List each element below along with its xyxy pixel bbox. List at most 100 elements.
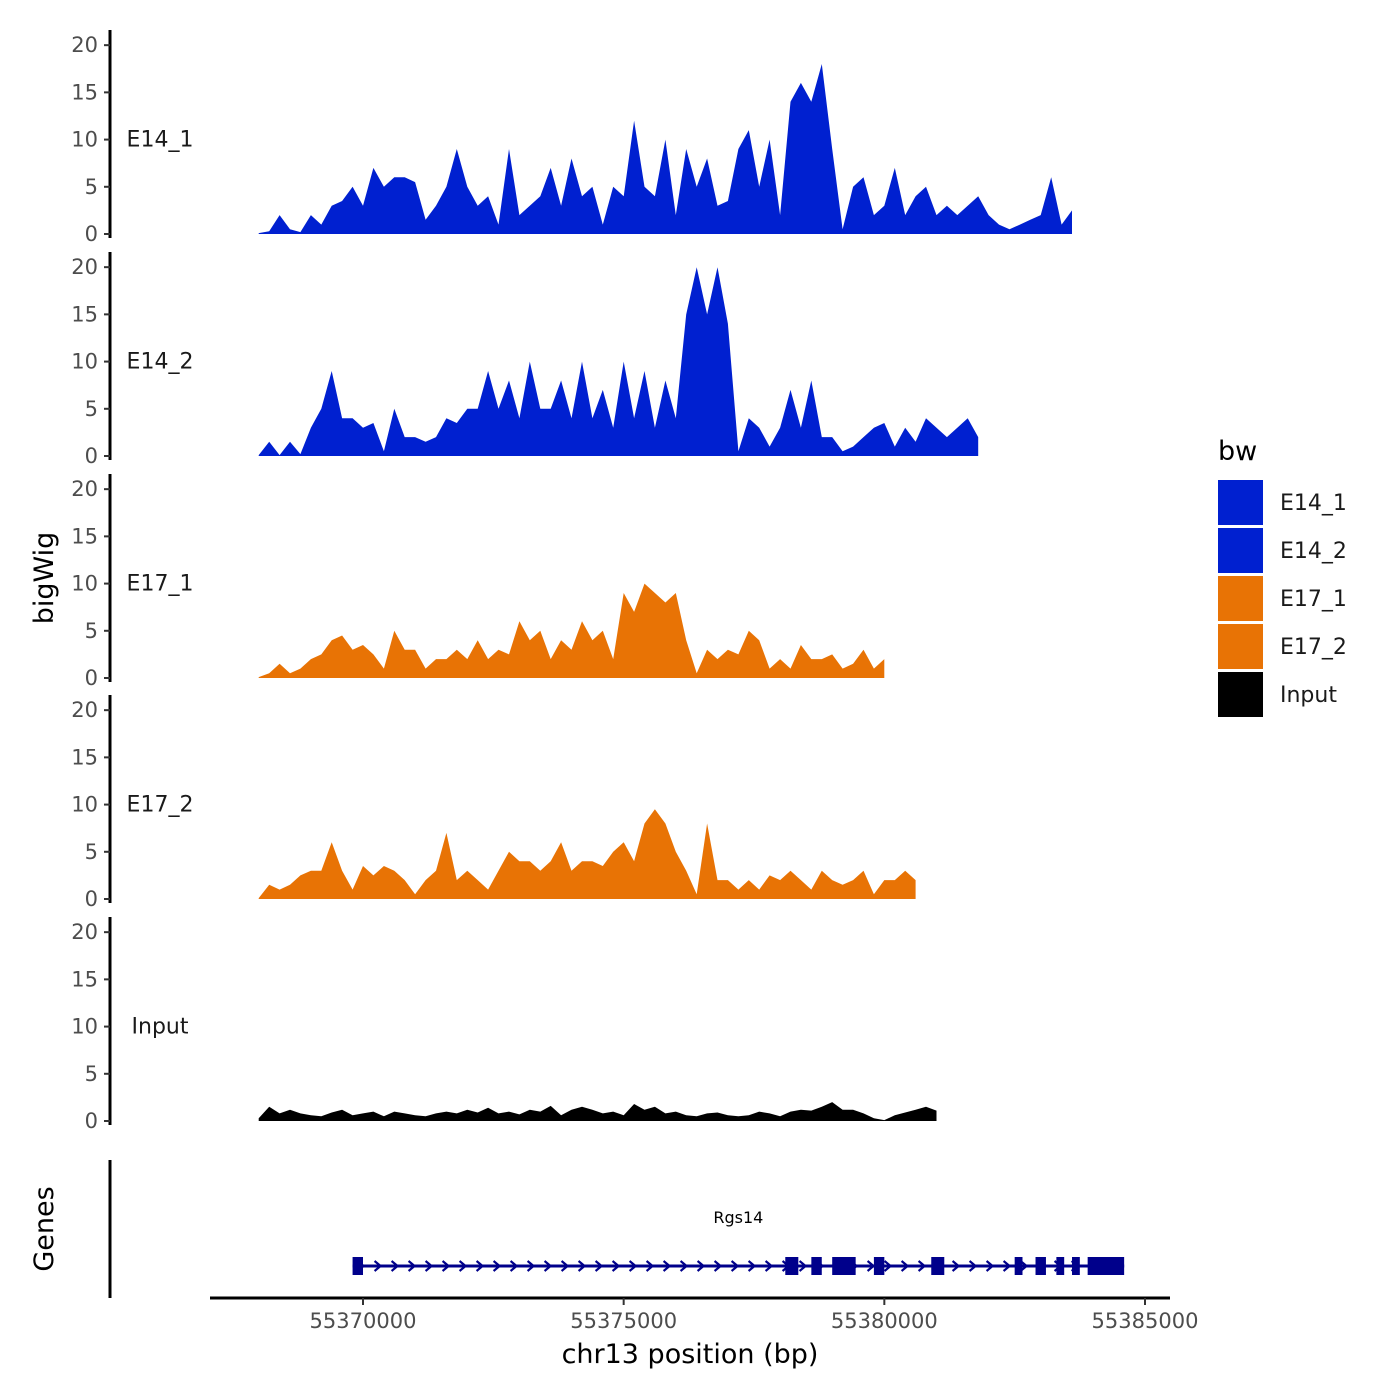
gene-exon xyxy=(1087,1257,1125,1275)
gene-exon xyxy=(832,1257,856,1275)
area-e17-2 xyxy=(258,809,916,899)
x-tick-label: 55370000 xyxy=(310,1309,417,1333)
gene-exon xyxy=(931,1257,945,1275)
y-tick-label: 5 xyxy=(85,619,98,643)
gene-panel: Rgs14 xyxy=(108,1160,1125,1298)
legend-label-e14-1: E14_1 xyxy=(1280,491,1347,516)
area-e14-2 xyxy=(258,267,979,456)
y-tick-label: 0 xyxy=(85,444,98,468)
x-axis: 55370000 55375000 55380000 55385000 xyxy=(210,1296,1199,1333)
strand-arrow xyxy=(1002,1260,1012,1272)
legend-swatch-e17-1 xyxy=(1218,576,1263,621)
area-e17-1 xyxy=(258,583,885,678)
strand-arrow xyxy=(560,1260,570,1272)
strand-arrow xyxy=(747,1260,757,1272)
strand-arrow xyxy=(883,1260,893,1272)
y-tick-label: 10 xyxy=(71,1015,98,1039)
genes-axis-title: Genes xyxy=(29,1186,60,1271)
y-tick-label: 15 xyxy=(71,524,98,548)
y-tick-label: 0 xyxy=(85,222,98,246)
strand-arrow xyxy=(713,1260,723,1272)
y-tick-label: 20 xyxy=(71,255,98,279)
y-tick-label: 20 xyxy=(71,33,98,57)
strand-arrow xyxy=(509,1260,519,1272)
strand-arrow xyxy=(917,1260,927,1272)
legend: bw E14_1 E14_2 E17_1 E17_2 Input xyxy=(1218,436,1347,717)
strand-arrow xyxy=(628,1260,638,1272)
gene-exon xyxy=(1014,1257,1023,1275)
y-tick-label: 20 xyxy=(71,477,98,501)
strand-arrow xyxy=(645,1260,655,1272)
strand-arrow xyxy=(458,1260,468,1272)
track-e14-1: 0 5 10 15 20 E14_1 xyxy=(71,30,1072,246)
strand-arrow xyxy=(798,1260,808,1272)
y-tick-label: 5 xyxy=(85,175,98,199)
gene-exon xyxy=(1056,1257,1065,1275)
track-e14-2: 0 5 10 15 20 E14_2 xyxy=(71,252,979,468)
legend-swatch-input xyxy=(1218,672,1263,717)
legend-label-e17-2: E17_2 xyxy=(1280,635,1347,660)
track-e17-2: 0 5 10 15 20 E17_2 xyxy=(71,695,916,911)
gene-exon xyxy=(352,1257,363,1275)
y-tick-label: 15 xyxy=(71,745,98,769)
strand-arrow xyxy=(492,1260,502,1272)
legend-swatch-e17-2 xyxy=(1218,624,1263,669)
y-tick-label: 15 xyxy=(71,967,98,991)
x-axis-title: chr13 position (bp) xyxy=(562,1339,819,1370)
strand-arrow xyxy=(407,1260,417,1272)
track-label-e14-1: E14_1 xyxy=(127,128,194,153)
y-tick-label: 10 xyxy=(71,793,98,817)
strand-arrow xyxy=(594,1260,604,1272)
gene-name-label: Rgs14 xyxy=(713,1208,763,1227)
y-tick-label: 0 xyxy=(85,666,98,690)
track-label-input: Input xyxy=(132,1015,189,1040)
strand-arrow xyxy=(730,1260,740,1272)
y-tick-label: 10 xyxy=(71,128,98,152)
y-tick-label: 5 xyxy=(85,1062,98,1086)
y-tick-label: 20 xyxy=(71,920,98,944)
gene-exon xyxy=(1072,1257,1080,1275)
legend-swatch-e14-2 xyxy=(1218,528,1263,573)
legend-label-e17-1: E17_1 xyxy=(1280,587,1347,612)
y-tick-label: 10 xyxy=(71,350,98,374)
track-label-e14-2: E14_2 xyxy=(127,350,194,375)
strand-arrow xyxy=(900,1260,910,1272)
x-tick-label: 55375000 xyxy=(570,1309,677,1333)
strand-arrow xyxy=(543,1260,553,1272)
track-e17-1: 0 5 10 15 20 E17_1 xyxy=(71,474,885,690)
x-tick-label: 55385000 xyxy=(1092,1309,1199,1333)
strand-arrow xyxy=(475,1260,485,1272)
y-tick-label: 15 xyxy=(71,302,98,326)
strand-arrow xyxy=(985,1260,995,1272)
strand-arrow xyxy=(441,1260,451,1272)
y-tick-label: 0 xyxy=(85,1109,98,1133)
strand-arrow xyxy=(968,1260,978,1272)
gene-exon xyxy=(785,1257,799,1275)
legend-label-e14-2: E14_2 xyxy=(1280,539,1347,564)
gene-exon xyxy=(873,1257,885,1275)
track-label-e17-1: E17_1 xyxy=(127,572,194,597)
gene-exon xyxy=(811,1257,822,1275)
strand-arrow xyxy=(526,1260,536,1272)
y-tick-label: 15 xyxy=(71,80,98,104)
area-input xyxy=(258,1102,937,1121)
legend-title: bw xyxy=(1218,436,1257,467)
track-label-e17-2: E17_2 xyxy=(127,793,194,818)
y-axis-title: bigWig xyxy=(29,532,60,625)
strand-arrow xyxy=(662,1260,672,1272)
legend-label-input: Input xyxy=(1280,683,1337,708)
strand-arrow xyxy=(696,1260,706,1272)
strand-arrow xyxy=(679,1260,689,1272)
strand-arrow xyxy=(390,1260,400,1272)
y-tick-label: 20 xyxy=(71,698,98,722)
legend-swatch-e14-1 xyxy=(1218,480,1263,525)
strand-arrow xyxy=(577,1260,587,1272)
y-tick-label: 0 xyxy=(85,887,98,911)
strand-arrow xyxy=(1019,1260,1029,1272)
track-input: 0 5 10 15 20 Input xyxy=(71,917,937,1133)
strand-arrow xyxy=(951,1260,961,1272)
y-tick-label: 10 xyxy=(71,572,98,596)
strand-arrow xyxy=(611,1260,621,1272)
y-tick-label: 5 xyxy=(85,840,98,864)
